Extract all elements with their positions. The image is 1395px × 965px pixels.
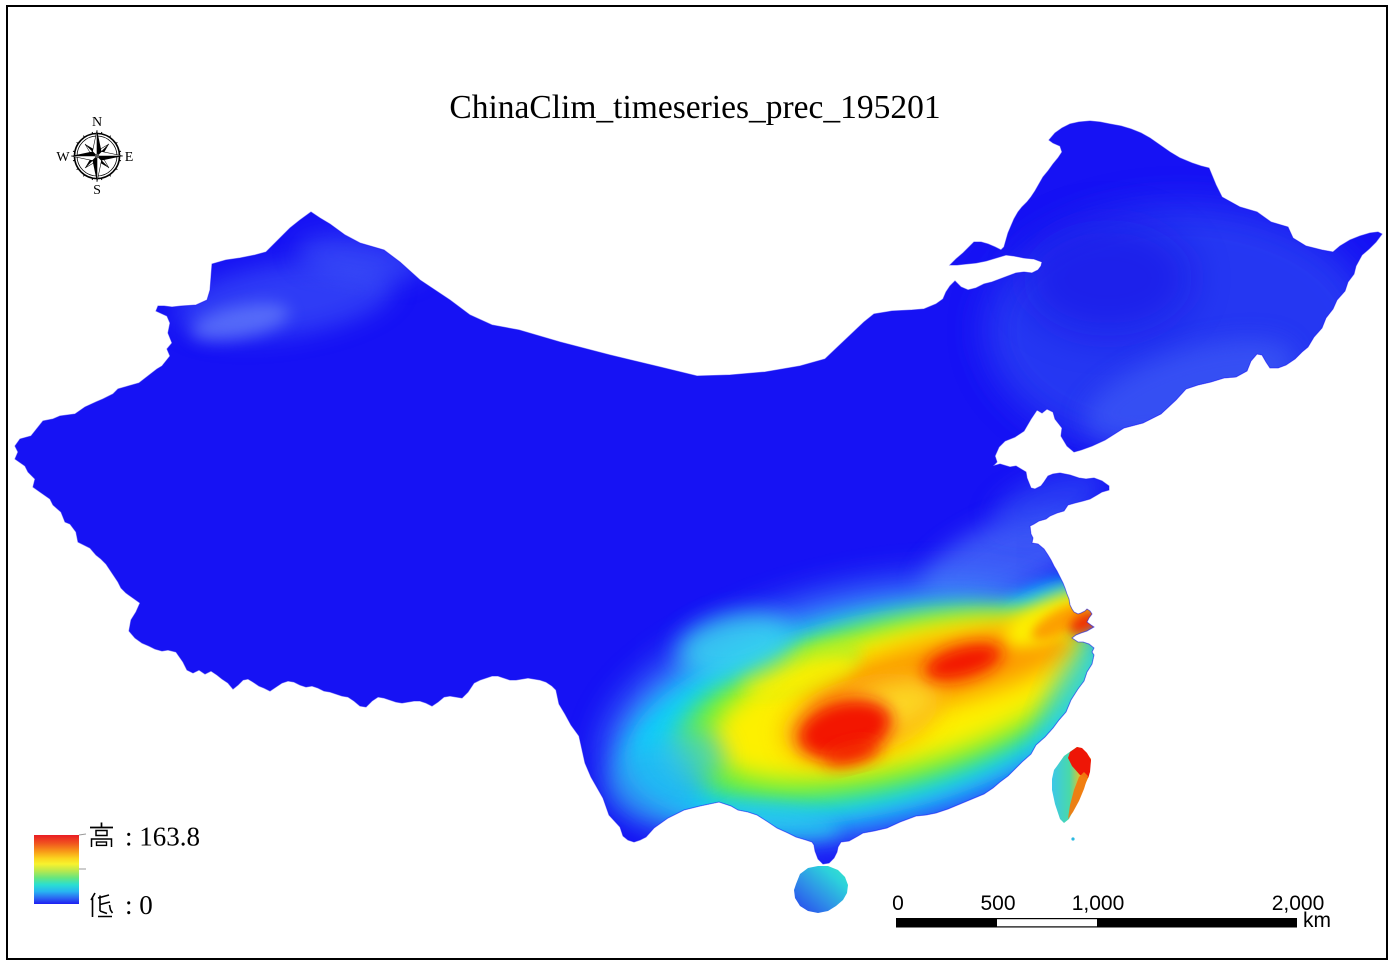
svg-text:E: E bbox=[125, 150, 134, 165]
svg-text:1,000: 1,000 bbox=[1072, 892, 1125, 915]
svg-text:N: N bbox=[92, 115, 102, 130]
svg-text:500: 500 bbox=[980, 892, 1015, 915]
svg-text:S: S bbox=[93, 183, 101, 198]
svg-text:W: W bbox=[56, 150, 70, 165]
svg-text:ChinaClim_timeseries_prec_1952: ChinaClim_timeseries_prec_195201 bbox=[449, 89, 940, 126]
svg-text:: 163.8: : 163.8 bbox=[125, 822, 200, 852]
svg-text:: 0: : 0 bbox=[125, 890, 153, 920]
svg-text:0: 0 bbox=[892, 892, 904, 915]
svg-text:km: km bbox=[1303, 909, 1331, 932]
svg-text:2,000: 2,000 bbox=[1272, 892, 1325, 915]
